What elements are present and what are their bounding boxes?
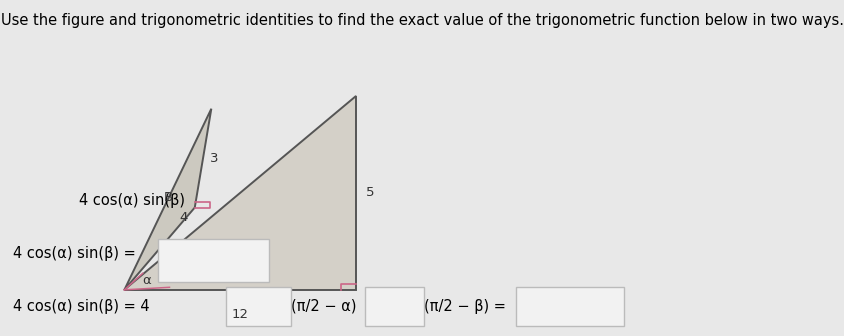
- Text: Use the figure and trigonometric identities to find the exact value of the trigo: Use the figure and trigonometric identit…: [1, 13, 843, 28]
- Text: B: B: [163, 191, 172, 204]
- Text: 4 cos(α) sin(β): 4 cos(α) sin(β): [78, 194, 185, 208]
- FancyBboxPatch shape: [226, 287, 290, 326]
- Text: (π/2 − β) =: (π/2 − β) =: [424, 299, 506, 314]
- Text: (π/2 − α): (π/2 − α): [290, 299, 356, 314]
- Text: 3: 3: [209, 152, 218, 165]
- Text: 4 cos(α) sin(β) = 4: 4 cos(α) sin(β) = 4: [13, 299, 149, 314]
- Text: 4 cos(α) sin(β) =: 4 cos(α) sin(β) =: [13, 246, 135, 261]
- Polygon shape: [124, 109, 211, 290]
- FancyBboxPatch shape: [364, 287, 424, 326]
- FancyBboxPatch shape: [157, 239, 269, 282]
- FancyBboxPatch shape: [516, 287, 623, 326]
- Text: 12: 12: [231, 308, 248, 321]
- Text: α: α: [143, 274, 151, 287]
- Text: 5: 5: [365, 186, 374, 199]
- Text: 4: 4: [180, 211, 188, 224]
- Text: cot ⌄: cot ⌄: [239, 299, 278, 314]
- Text: sin ⌄: sin ⌄: [375, 299, 413, 314]
- Polygon shape: [124, 95, 356, 290]
